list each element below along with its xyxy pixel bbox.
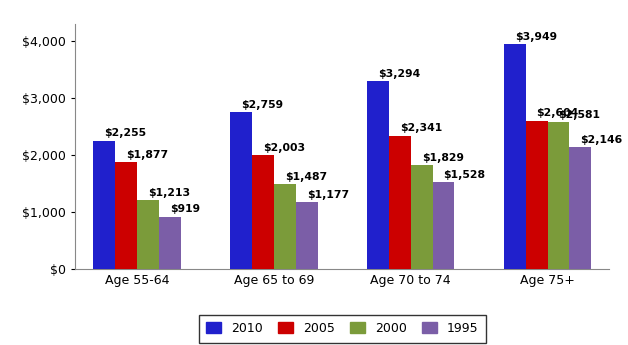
Text: $2,003: $2,003	[263, 143, 305, 153]
Bar	[526, 121, 548, 269]
Text: $1,877: $1,877	[126, 150, 168, 160]
Text: $2,341: $2,341	[400, 124, 442, 134]
Text: $2,581: $2,581	[558, 110, 600, 120]
Bar	[93, 141, 115, 269]
Bar	[252, 155, 274, 269]
Bar	[570, 147, 592, 269]
Text: $3,294: $3,294	[378, 69, 420, 79]
Bar	[115, 162, 137, 269]
Text: $2,604: $2,604	[536, 108, 579, 118]
Bar	[367, 81, 389, 269]
Bar	[274, 184, 296, 269]
Text: $3,949: $3,949	[515, 32, 557, 42]
Bar	[411, 165, 433, 269]
Text: $2,759: $2,759	[241, 100, 283, 110]
Text: $919: $919	[170, 205, 200, 215]
Bar	[433, 182, 455, 269]
Text: $1,829: $1,829	[421, 152, 463, 162]
Bar	[504, 44, 526, 269]
Bar	[548, 122, 570, 269]
Text: $1,213: $1,213	[148, 188, 190, 198]
Legend: 2010, 2005, 2000, 1995: 2010, 2005, 2000, 1995	[198, 315, 486, 343]
Text: $1,528: $1,528	[443, 170, 485, 180]
Text: $2,146: $2,146	[580, 135, 623, 145]
Bar	[296, 202, 318, 269]
Bar	[137, 200, 159, 269]
Text: $1,487: $1,487	[284, 172, 327, 182]
Text: $2,255: $2,255	[104, 128, 146, 138]
Bar	[389, 136, 411, 269]
Bar	[159, 217, 181, 269]
Bar	[230, 112, 252, 269]
Text: $1,177: $1,177	[306, 190, 349, 200]
